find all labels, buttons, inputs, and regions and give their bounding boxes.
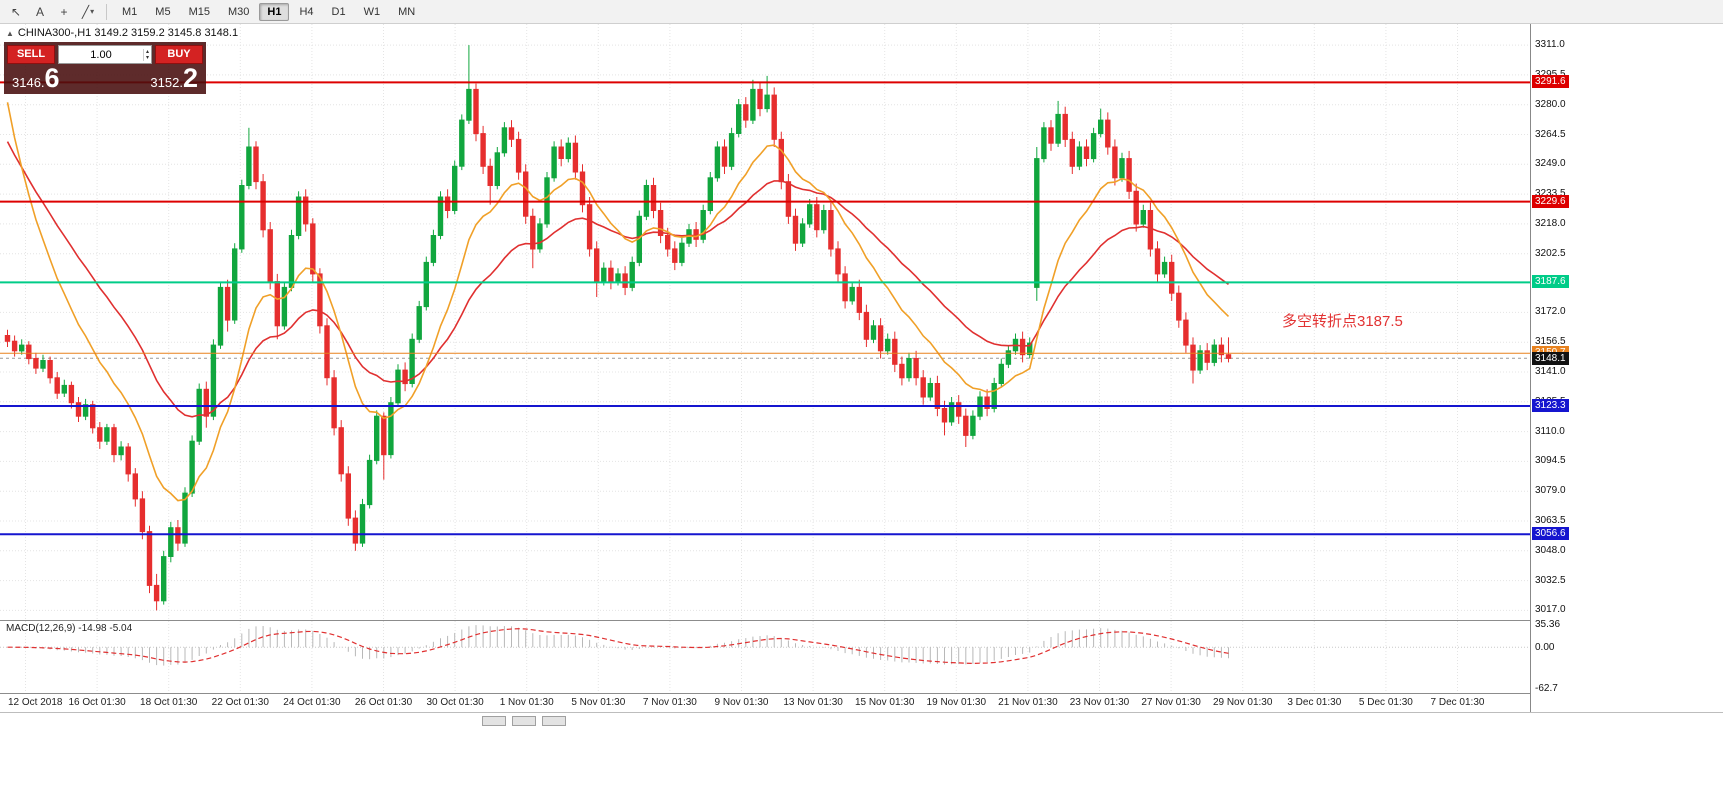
cursor-icon[interactable]: ↖ bbox=[10, 4, 22, 19]
trendline-glyph: ╱ bbox=[81, 4, 90, 19]
volume-spinner: ▴ ▾ bbox=[142, 48, 151, 61]
time-axis-label: 21 Nov 01:30 bbox=[998, 697, 1058, 708]
toolbar: ↖ A + ╱ ▾ M1 M5 M15 M30 H1 H4 D1 W1 MN bbox=[0, 0, 1723, 24]
price-axis-label: 3141.0 bbox=[1535, 365, 1566, 377]
macd-panel[interactable]: MACD(12,26,9) -14.98 -5.04 bbox=[0, 621, 1530, 693]
crosshair-icon[interactable]: + bbox=[60, 4, 68, 19]
price-axis-label: 3032.5 bbox=[1535, 574, 1566, 586]
panel-splitter[interactable] bbox=[0, 620, 1723, 621]
price-axis[interactable]: 3311.0 3295.5 3280.0 3264.5 3249.0 3233.5 3218… bbox=[1530, 24, 1723, 712]
one-click-trading-panel: SELL 1.00 ▴ ▾ BUY 3146.6 3152.2 bbox=[4, 42, 206, 94]
sell-price-big-digit: 6 bbox=[44, 63, 60, 93]
timeframe-m15-button[interactable]: M15 bbox=[181, 3, 218, 21]
price-level-badge: 3291.6 bbox=[1532, 75, 1569, 89]
bottom-tab-button[interactable] bbox=[482, 716, 506, 726]
volume-stepper[interactable]: 1.00 ▴ ▾ bbox=[58, 45, 152, 64]
price-axis-label: 3017.0 bbox=[1535, 604, 1566, 616]
timeframe-h1-button[interactable]: H1 bbox=[259, 3, 290, 21]
time-axis-label: 16 Oct 01:30 bbox=[68, 697, 126, 708]
macd-indicator-label: MACD(12,26,9) -14.98 -5.04 bbox=[6, 623, 133, 634]
macd-axis-label: 35.36 bbox=[1535, 619, 1561, 631]
price-axis-label: 3202.5 bbox=[1535, 247, 1566, 259]
time-axis-label: 19 Nov 01:30 bbox=[926, 697, 987, 708]
chart-area[interactable]: ▲ CHINA300-,H1 3149.2 3159.2 3145.8 3148.… bbox=[0, 24, 1530, 620]
timeframe-mn-button[interactable]: MN bbox=[390, 3, 423, 21]
bottom-tab-button[interactable] bbox=[542, 716, 566, 726]
price-axis-label: 3094.5 bbox=[1535, 455, 1566, 467]
volume-down-button[interactable]: ▾ bbox=[145, 54, 149, 61]
time-axis-label: 26 Oct 01:30 bbox=[354, 697, 413, 708]
price-level-badge: 3187.6 bbox=[1532, 275, 1569, 289]
timeframe-m1-button[interactable]: M1 bbox=[114, 3, 145, 21]
sell-price-small: 3146. bbox=[12, 75, 45, 90]
price-axis-label: 3172.0 bbox=[1535, 306, 1566, 318]
price-axis-label: 3110.0 bbox=[1535, 425, 1565, 437]
time-axis-label: 3 Dec 01:30 bbox=[1287, 697, 1342, 708]
price-axis-label: 3295.5 bbox=[1535, 68, 1566, 80]
time-axis-label: 15 Nov 01:30 bbox=[854, 697, 915, 708]
collapse-triangle-icon[interactable]: ▲ bbox=[6, 29, 14, 38]
macd-canvas[interactable] bbox=[0, 621, 1530, 693]
sell-price[interactable]: 3146.6 bbox=[12, 65, 60, 92]
symbol-ohlc-text: CHINA300-,H1 3149.2 3159.2 3145.8 3148.1 bbox=[17, 27, 239, 39]
timeframe-m30-button[interactable]: M30 bbox=[220, 3, 257, 21]
price-axis-label: 3218.0 bbox=[1535, 217, 1566, 229]
buy-price-big-digit: 2 bbox=[182, 63, 198, 93]
timeframe-d1-button[interactable]: D1 bbox=[324, 3, 354, 21]
bottom-bar bbox=[0, 712, 1723, 793]
candlestick-canvas[interactable] bbox=[0, 24, 1530, 620]
macd-axis-label: -62.7 bbox=[1535, 683, 1558, 695]
buy-price[interactable]: 3152.2 bbox=[150, 65, 198, 92]
price-axis-label: 3280.0 bbox=[1535, 98, 1566, 110]
price-axis-label: 3079.0 bbox=[1535, 485, 1566, 497]
time-axis-label: 24 Oct 01:30 bbox=[283, 697, 341, 708]
time-axis-label: 9 Nov 01:30 bbox=[714, 697, 769, 708]
price-axis-label: 3063.5 bbox=[1535, 514, 1566, 526]
time-axis-label: 1 Nov 01:30 bbox=[499, 697, 554, 708]
volume-up-button[interactable]: ▴ bbox=[145, 48, 149, 55]
time-axis-label: 13 Nov 01:30 bbox=[783, 697, 843, 708]
timeframe-h4-button[interactable]: H4 bbox=[291, 3, 321, 21]
time-axis-label: 27 Nov 01:30 bbox=[1141, 697, 1201, 708]
price-axis-label: 3048.0 bbox=[1535, 544, 1566, 556]
time-axis-label: 5 Dec 01:30 bbox=[1358, 697, 1413, 708]
sell-button[interactable]: SELL bbox=[7, 45, 55, 64]
time-axis-label: 12 Oct 2018 bbox=[8, 697, 63, 708]
time-axis-label: 7 Nov 01:30 bbox=[642, 697, 697, 708]
time-axis-label: 5 Nov 01:30 bbox=[571, 697, 626, 708]
price-axis-label: 3233.5 bbox=[1535, 188, 1566, 200]
chevron-down-icon: ▾ bbox=[90, 7, 95, 16]
timeframe-w1-button[interactable]: W1 bbox=[356, 3, 389, 21]
bottom-tab-button[interactable] bbox=[512, 716, 536, 726]
panel-splitter[interactable] bbox=[0, 693, 1723, 694]
price-axis-label: 3264.5 bbox=[1535, 128, 1566, 140]
time-axis-label: 7 Dec 01:30 bbox=[1430, 697, 1485, 708]
price-axis-label: 3156.5 bbox=[1535, 336, 1566, 348]
time-axis-label: 18 Oct 01:30 bbox=[140, 697, 198, 708]
current-price-badge: 3148.1 bbox=[1532, 352, 1569, 366]
toolbar-separator bbox=[106, 3, 107, 20]
timeframe-m5-button[interactable]: M5 bbox=[147, 3, 178, 21]
price-level-badge: 3123.3 bbox=[1532, 399, 1569, 413]
symbol-ohlc-line: ▲ CHINA300-,H1 3149.2 3159.2 3145.8 3148.… bbox=[6, 27, 238, 39]
time-axis[interactable]: 12 Oct 2018 16 Oct 01:30 18 Oct 01:30 22 Oc… bbox=[0, 694, 1530, 712]
buy-price-small: 3152. bbox=[150, 75, 183, 90]
volume-value: 1.00 bbox=[90, 48, 112, 61]
time-axis-label: 23 Nov 01:30 bbox=[1069, 697, 1130, 708]
buy-button[interactable]: BUY bbox=[155, 45, 203, 64]
trendline-icon[interactable]: ╱ ▾ bbox=[77, 2, 99, 22]
time-axis-label: 30 Oct 01:30 bbox=[426, 697, 484, 708]
price-axis-label: 3249.0 bbox=[1535, 158, 1566, 170]
price-axis-label: 3311.0 bbox=[1535, 39, 1565, 51]
price-level-badge: 3229.6 bbox=[1532, 194, 1569, 208]
text-tool-icon[interactable]: A bbox=[35, 4, 44, 19]
time-axis-label: 22 Oct 01:30 bbox=[211, 697, 269, 708]
timeframe-toolbar: M1 M5 M15 M30 H1 H4 D1 W1 MN bbox=[113, 2, 424, 21]
macd-axis-label: 0.00 bbox=[1535, 642, 1555, 654]
chart-text-annotation: 多空转折点3187.5 bbox=[1282, 313, 1403, 330]
price-level-badge: 3056.6 bbox=[1532, 527, 1569, 541]
time-axis-label: 29 Nov 01:30 bbox=[1212, 697, 1273, 708]
